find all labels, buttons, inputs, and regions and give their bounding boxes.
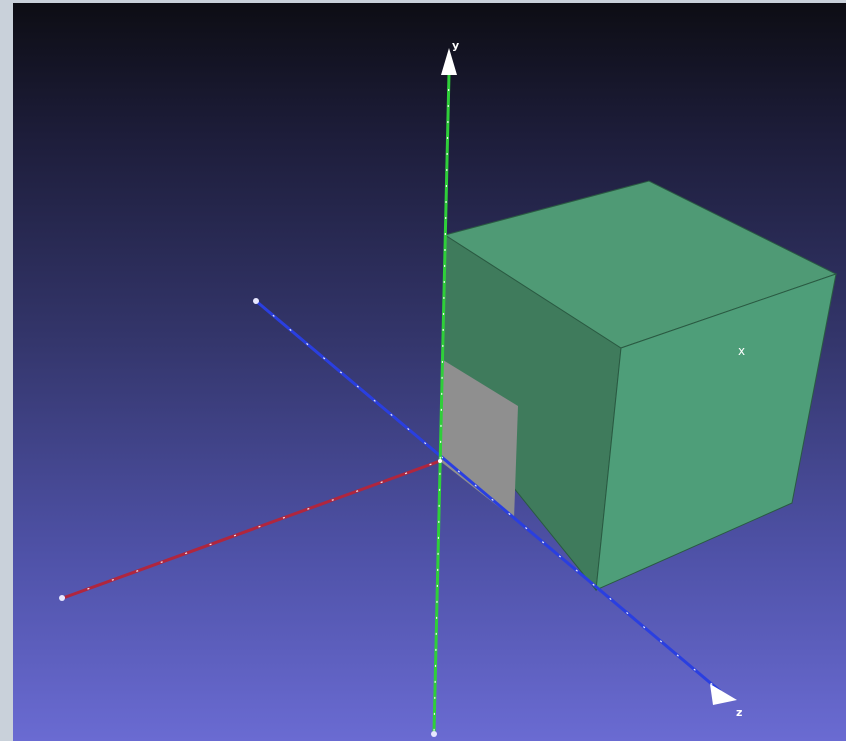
x-axis-endpoint[interactable] (59, 595, 65, 601)
y-axis[interactable]: y (431, 39, 459, 737)
z-axis[interactable]: z (253, 298, 742, 719)
z-axis-arrowhead[interactable] (710, 684, 737, 705)
cube-cutout-face[interactable] (440, 360, 518, 519)
cube[interactable] (440, 180, 838, 592)
origin-point[interactable] (438, 459, 442, 463)
3d-viewport[interactable]: z y x (13, 3, 846, 741)
cube-front-face[interactable] (595, 273, 837, 591)
y-axis-arrowhead[interactable] (441, 48, 457, 75)
y-axis-endpoint[interactable] (431, 731, 437, 737)
y-axis-label: y (452, 39, 459, 52)
x-axis[interactable] (59, 459, 441, 601)
z-axis-start-point[interactable] (253, 298, 259, 304)
scene-canvas[interactable]: z y x (13, 3, 846, 741)
marker-x-label: x (738, 344, 745, 358)
z-axis-label: z (736, 706, 742, 719)
